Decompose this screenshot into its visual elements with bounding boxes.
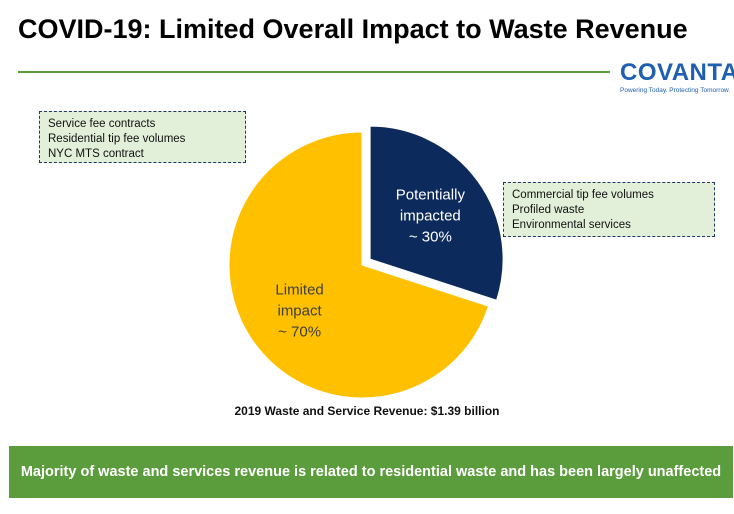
chart-caption: 2019 Waste and Service Revenue: $1.39 bi… — [234, 404, 500, 418]
company-logo: COVANTA Powering Today. Protecting Tomor… — [620, 59, 734, 95]
pie-slice-1 — [228, 131, 490, 399]
callout-item: Environmental services — [512, 219, 631, 231]
pie-slice-0 — [369, 125, 504, 301]
impacted-callout: Commercial tip fee volumes Profiled wast… — [503, 182, 715, 237]
callout-item: Residential tip fee volumes — [48, 133, 186, 145]
logo-tagline: Powering Today. Protecting Tomorrow. — [620, 87, 731, 94]
page-title: COVID-19: Limited Overall Impact to Wast… — [18, 14, 688, 44]
callout-item: Service fee contracts — [48, 118, 156, 130]
callout-item: NYC MTS contract — [48, 148, 144, 160]
pie-slice-label-0: Potentially impacted ~ 30% — [396, 186, 466, 245]
callout-item: Profiled waste — [512, 204, 585, 216]
limited-impact-callout: Service fee contracts Residential tip fe… — [39, 111, 246, 163]
logo-wordmark: COVANTA — [620, 59, 734, 86]
pie-slice-label-1: Limited impact ~ 70% — [275, 281, 323, 340]
revenue-pie-chart: Potentially impacted ~ 30% Limited impact ~ 7… — [228, 125, 504, 399]
title-divider — [18, 71, 610, 73]
summary-banner: Majority of waste and services revenue i… — [9, 446, 733, 498]
callout-item: Commercial tip fee volumes — [512, 189, 654, 201]
